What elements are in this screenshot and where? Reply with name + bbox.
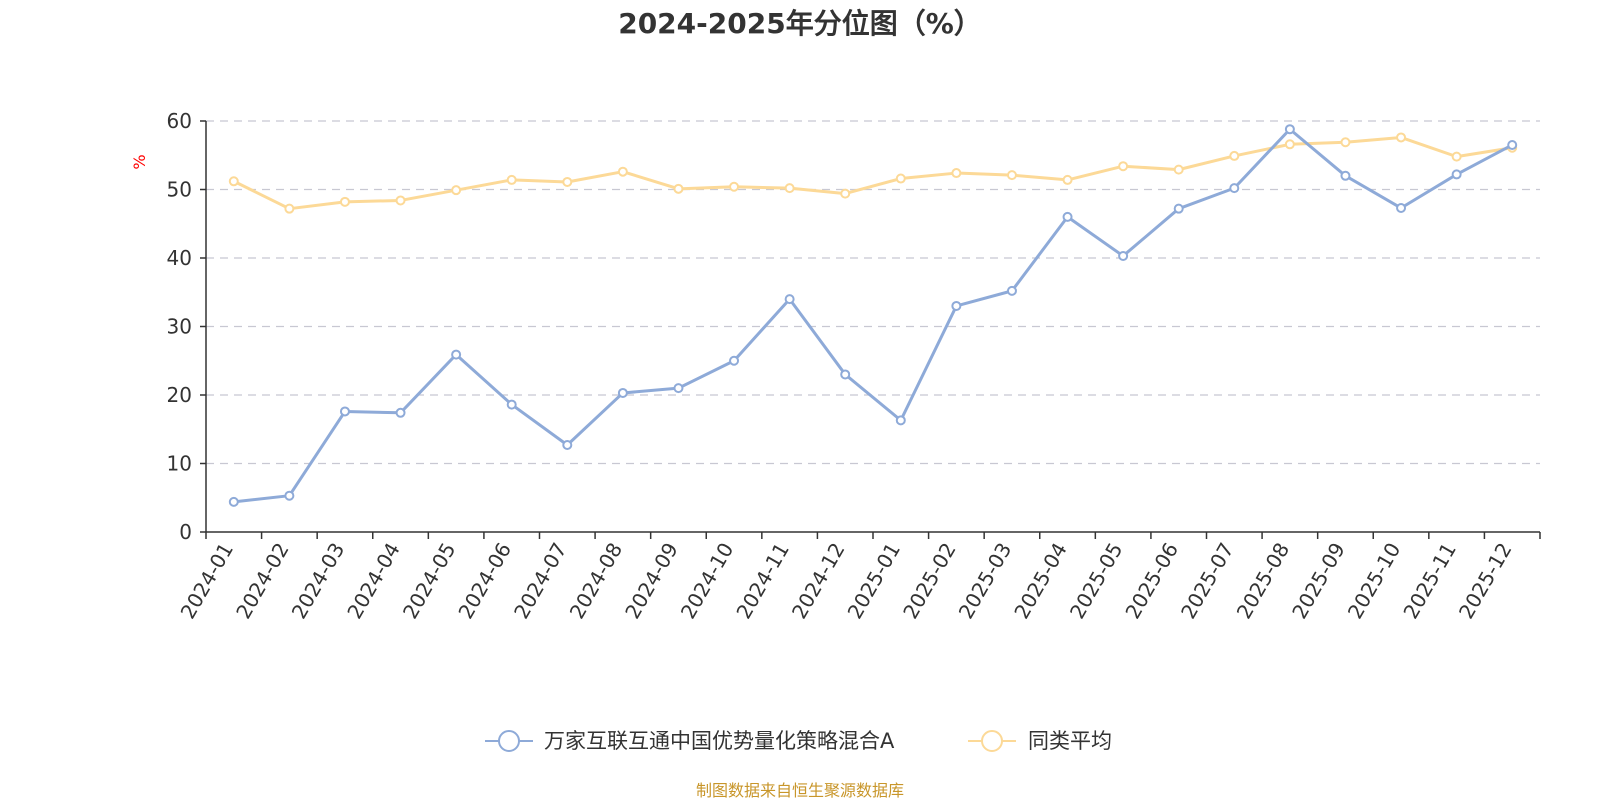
series-1-point-2025-10[interactable] (1396, 132, 1407, 143)
y-tick-label-10: 10 (167, 452, 192, 476)
y-tick-label-0: 0 (179, 520, 192, 544)
y-axis-label: % (130, 154, 149, 169)
x-tick-label-2025-10: 2025-10 (1343, 539, 1406, 623)
series-1-point-2025-07[interactable] (1229, 150, 1240, 161)
legend-item-peer-average[interactable]: 同类平均 (968, 729, 1112, 753)
x-tick-label-2025-06: 2025-06 (1120, 539, 1183, 623)
legend[interactable]: 万家互联互通中国优势量化策略混合A 同类平均 (485, 729, 1112, 753)
series-1-line (233, 135, 1513, 211)
series-group (228, 124, 1518, 507)
series-1-point-2024-07[interactable] (562, 176, 573, 187)
series-1-point-2024-09[interactable] (673, 183, 684, 194)
series-1-point-2025-02[interactable] (951, 168, 962, 179)
legend-item-fund[interactable]: 万家互联互通中国优势量化策略混合A (485, 729, 895, 753)
x-tick-label-2024-08: 2024-08 (565, 539, 628, 623)
series-1-point-2025-08[interactable] (1284, 139, 1295, 150)
series-0-point-2025-09[interactable] (1340, 170, 1351, 181)
x-tick-label-2024-06: 2024-06 (453, 539, 516, 623)
series-0-point-2025-05[interactable] (1118, 250, 1129, 261)
series-1-point-2024-12[interactable] (840, 188, 851, 199)
x-tick-label-2025-08: 2025-08 (1232, 539, 1295, 623)
series-1-point-2024-03[interactable] (339, 196, 350, 207)
series-0-point-2024-12[interactable] (840, 369, 851, 380)
x-tick-label-2025-05: 2025-05 (1065, 539, 1128, 623)
grid-lines (206, 120, 1540, 465)
x-tick-label-2024-01: 2024-01 (176, 539, 239, 623)
series-0-point-2025-11[interactable] (1451, 169, 1462, 180)
x-axis-ticks: 2024-012024-022024-032024-042024-052024-… (176, 532, 1541, 623)
y-tick-label-40: 40 (167, 246, 192, 270)
series-0 (228, 124, 1518, 507)
legend-average-label: 同类平均 (1028, 729, 1112, 753)
series-1-point-2024-11[interactable] (784, 183, 795, 194)
x-tick-label-2024-03: 2024-03 (287, 539, 350, 623)
x-tick-label-2024-07: 2024-07 (509, 539, 572, 623)
series-0-point-2024-03[interactable] (339, 406, 350, 417)
series-0-point-2025-07[interactable] (1229, 183, 1240, 194)
series-1-point-2024-04[interactable] (395, 195, 406, 206)
x-tick-label-2025-07: 2025-07 (1176, 539, 1239, 623)
series-0-point-2024-08[interactable] (617, 387, 628, 398)
x-tick-label-2024-04: 2024-04 (342, 539, 405, 623)
series-0-point-2024-07[interactable] (562, 440, 573, 451)
series-0-point-2025-02[interactable] (951, 300, 962, 311)
legend-fund-label: 万家互联互通中国优势量化策略混合A (544, 729, 895, 753)
y-tick-label-20: 20 (167, 383, 192, 407)
x-tick-label-2024-02: 2024-02 (231, 539, 294, 623)
chart-title: 2024-2025年分位图（%） (618, 7, 982, 40)
y-tick-label-60: 60 (167, 109, 192, 133)
x-tick-label-2025-04: 2025-04 (1009, 539, 1072, 623)
legend-fund-marker-icon (498, 730, 520, 752)
x-tick-label-2024-10: 2024-10 (676, 539, 739, 623)
series-0-point-2024-06[interactable] (506, 399, 517, 410)
series-0-point-2024-02[interactable] (284, 490, 295, 501)
series-0-point-2024-01[interactable] (228, 496, 239, 507)
x-tick-label-2025-09: 2025-09 (1287, 539, 1350, 623)
x-tick-label-2025-12: 2025-12 (1454, 539, 1517, 623)
legend-average-marker-icon (981, 730, 1003, 752)
series-1-point-2024-05[interactable] (451, 185, 462, 196)
x-tick-label-2024-05: 2024-05 (398, 539, 461, 623)
series-1 (228, 132, 1518, 214)
x-tick-label-2024-09: 2024-09 (620, 539, 683, 623)
series-0-point-2024-11[interactable] (784, 294, 795, 305)
series-1-point-2024-02[interactable] (284, 203, 295, 214)
series-0-point-2024-05[interactable] (451, 349, 462, 360)
series-1-point-2024-10[interactable] (729, 181, 740, 192)
series-1-point-2024-01[interactable] (228, 176, 239, 187)
x-tick-label-2025-02: 2025-02 (898, 539, 961, 623)
series-1-point-2025-11[interactable] (1451, 151, 1462, 162)
series-0-point-2025-01[interactable] (895, 415, 906, 426)
series-1-point-2025-04[interactable] (1062, 174, 1073, 185)
series-0-point-2025-04[interactable] (1062, 211, 1073, 222)
series-0-point-2025-03[interactable] (1006, 285, 1017, 296)
series-1-point-2025-05[interactable] (1118, 161, 1129, 172)
y-axis-ticks: 0 10 20 30 40 50 60 (167, 109, 206, 544)
series-0-point-2024-04[interactable] (395, 407, 406, 418)
series-1-point-2024-06[interactable] (506, 174, 517, 185)
series-0-point-2024-10[interactable] (729, 355, 740, 366)
y-tick-label-30: 30 (167, 315, 192, 339)
series-1-point-2025-01[interactable] (895, 173, 906, 184)
x-tick-label-2025-01: 2025-01 (843, 539, 906, 623)
data-source-note: 制图数据来自恒生聚源数据库 (696, 781, 904, 800)
series-0-point-2024-09[interactable] (673, 383, 684, 394)
series-0-point-2025-12[interactable] (1507, 139, 1518, 150)
x-tick-label-2025-03: 2025-03 (954, 538, 1017, 622)
series-0-point-2025-06[interactable] (1173, 203, 1184, 214)
x-tick-label-2025-11: 2025-11 (1398, 539, 1461, 623)
series-0-point-2025-10[interactable] (1396, 202, 1407, 213)
series-1-point-2025-09[interactable] (1340, 137, 1351, 148)
x-tick-label-2024-11: 2024-11 (731, 539, 794, 623)
series-1-point-2025-06[interactable] (1173, 164, 1184, 175)
series-0-point-2025-08[interactable] (1284, 124, 1295, 135)
series-1-point-2025-03[interactable] (1006, 170, 1017, 181)
y-tick-label-50: 50 (167, 178, 192, 202)
series-0-line (233, 127, 1513, 504)
series-1-point-2024-08[interactable] (617, 166, 628, 177)
x-tick-label-2024-12: 2024-12 (787, 539, 850, 623)
